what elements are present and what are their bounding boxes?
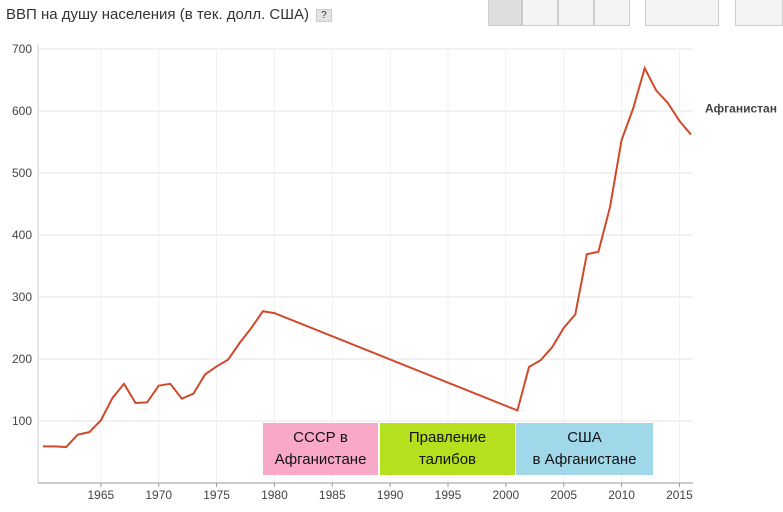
line-chart-button[interactable] <box>488 0 522 26</box>
x-tick-label: 1965 <box>88 488 115 502</box>
x-tick-label: 2000 <box>493 488 520 502</box>
series-label: Афганистан <box>705 102 777 116</box>
link-button[interactable] <box>735 0 783 26</box>
y-tick-label: 400 <box>12 228 32 242</box>
y-tick-label: 500 <box>12 166 32 180</box>
x-tick-label: 1985 <box>319 488 346 502</box>
annotation-text: США <box>567 429 602 446</box>
x-tick-label: 2015 <box>666 488 693 502</box>
help-button[interactable]: ? <box>316 8 332 22</box>
y-tick-label: 600 <box>12 104 32 118</box>
y-tick-label: 200 <box>12 352 32 366</box>
annotation: Правление талибов <box>380 423 515 475</box>
scatter-button[interactable] <box>594 0 630 26</box>
x-tick-label: 2010 <box>608 488 635 502</box>
title-text: ВВП на душу населения (в тек. долл. США) <box>6 6 309 23</box>
map-button[interactable] <box>558 0 594 26</box>
x-tick-label: 1975 <box>203 488 230 502</box>
y-tick-label: 700 <box>12 42 32 56</box>
annotation-text: талибов <box>418 451 477 468</box>
settings-button[interactable] <box>645 0 719 26</box>
x-tick-label: 1995 <box>435 488 462 502</box>
x-tick-label: 1990 <box>377 488 404 502</box>
annotation-text: Правление <box>408 429 487 446</box>
x-tick-label: 1970 <box>145 488 172 502</box>
x-tick-label: 1980 <box>261 488 288 502</box>
annotation-text: Афганистане <box>274 451 367 468</box>
annotation: СССР в Афганистане <box>263 423 378 475</box>
annotation-text: в Афганистане <box>532 451 637 468</box>
y-tick-label: 100 <box>12 414 32 428</box>
x-tick-label: 2005 <box>550 488 577 502</box>
annotation: США в Афганистане <box>516 423 653 475</box>
data-line <box>43 65 692 449</box>
annotation-text: СССР в <box>293 429 348 446</box>
bar-chart-button[interactable] <box>522 0 558 26</box>
y-tick-label: 300 <box>12 290 32 304</box>
title: ВВП на душу населения (в тек. долл. США)… <box>6 6 332 23</box>
